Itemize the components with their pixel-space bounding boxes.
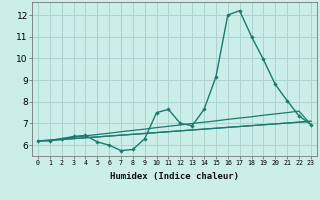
X-axis label: Humidex (Indice chaleur): Humidex (Indice chaleur) bbox=[110, 172, 239, 181]
